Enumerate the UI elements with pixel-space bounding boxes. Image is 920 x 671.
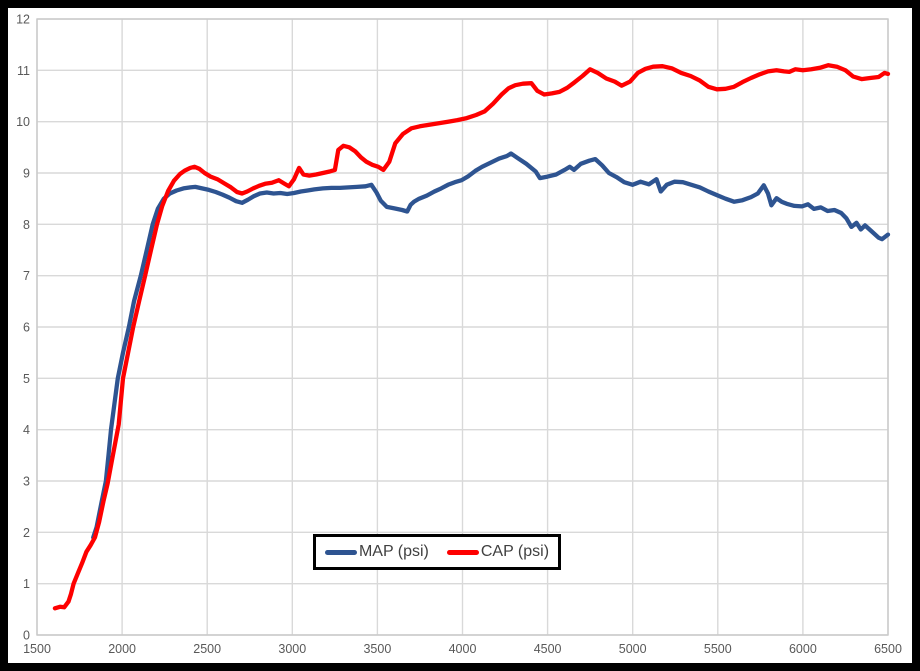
y-tick-label: 0 [23,629,30,643]
x-tick-label: 3500 [363,642,391,656]
x-tick-label: 5000 [619,642,647,656]
plot-border [36,18,889,636]
y-tick-label: 1 [23,577,30,591]
y-tick-label: 3 [23,475,30,489]
legend-item-map[interactable]: MAP (psi) [324,543,429,560]
legend-item-cap[interactable]: CAP (psi) [446,543,550,560]
x-tick-label: 5500 [704,642,732,656]
x-tick-label: 1500 [23,642,51,656]
y-tick-label: 11 [17,64,30,78]
x-tick-label: 2500 [193,642,221,656]
y-tick-label: 2 [23,526,30,540]
y-tick-label: 5 [23,372,30,386]
y-tick-label: 6 [23,321,30,335]
y-tick-label: 9 [23,167,30,181]
chart-legend[interactable]: MAP (psi) CAP (psi) [313,534,561,570]
legend-label: CAP (psi) [480,543,550,560]
cap-series-line [52,63,891,611]
y-tick-label: 12 [16,13,30,27]
y-tick-label: 8 [23,218,30,232]
x-tick-label: 6000 [789,642,817,656]
legend-label: MAP (psi) [358,543,429,560]
y-tick-label: 7 [23,269,30,283]
y-tick-label: 4 [23,423,30,437]
map-series-line [91,151,891,540]
map-legend-marker-line [324,549,357,555]
y-tick-label: 10 [16,115,30,129]
x-tick-label: 4500 [534,642,562,656]
x-tick-label: 6500 [874,642,902,656]
x-tick-label: 3000 [278,642,306,656]
x-tick-label: 4000 [449,642,477,656]
cap-legend-marker-line [446,549,479,555]
x-tick-label: 2000 [108,642,136,656]
